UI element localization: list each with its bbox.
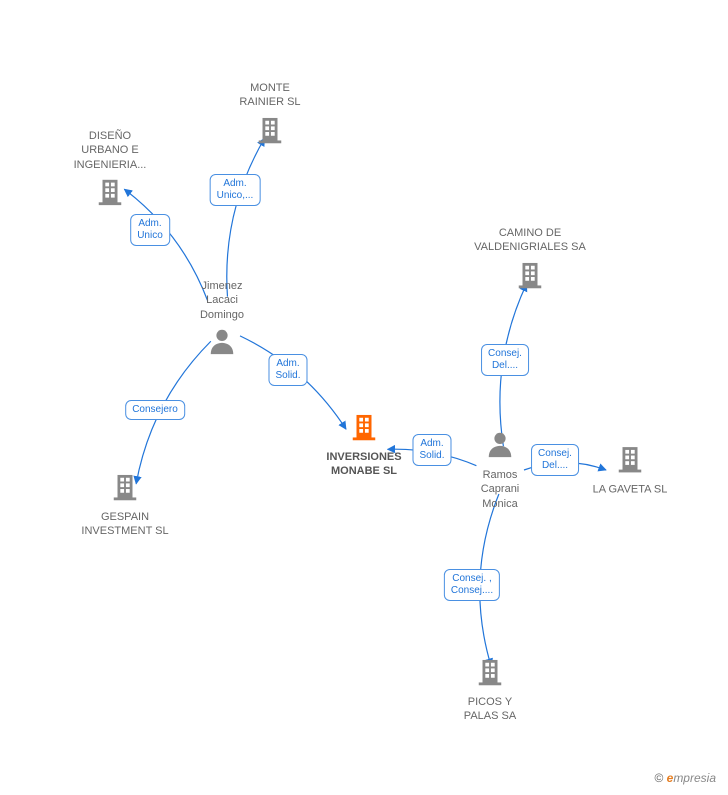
node-lagaveta: LA GAVETA SL <box>570 443 690 496</box>
edge-label-ramos-inversiones: Adm. Solid. <box>412 434 451 466</box>
building-icon <box>349 411 379 441</box>
edge-label-jimenez-monte: Adm. Unico,... <box>210 174 261 206</box>
node-label-picos: PICOS Y PALAS SA <box>430 695 550 724</box>
edge-label-ramos-picos: Consej. , Consej.... <box>444 569 500 601</box>
brand-logo-rest: mpresia <box>673 771 716 785</box>
copyright-symbol: © <box>654 771 663 785</box>
node-label-camino: CAMINO DE VALDENIGRIALES SA <box>470 226 590 255</box>
footer-credit: © empresia <box>654 771 716 785</box>
node-label-inversiones: INVERSIONES MONABE SL <box>304 450 424 479</box>
node-diseno: DISEÑO URBANO E INGENIERIA... <box>50 129 170 211</box>
edge-label-jimenez-gespain: Consejero <box>125 400 185 420</box>
node-picos: PICOS Y PALAS SA <box>430 656 550 724</box>
building-icon <box>475 656 505 686</box>
node-label-gespain: GESPAIN INVESTMENT SL <box>65 510 185 539</box>
edge-jimenez-monte <box>227 138 265 296</box>
building-icon <box>110 471 140 501</box>
edge-label-ramos-lagaveta: Consej. Del.... <box>531 444 579 476</box>
node-label-diseno: DISEÑO URBANO E INGENIERIA... <box>50 129 170 172</box>
node-label-lagaveta: LA GAVETA SL <box>570 482 690 496</box>
node-label-jimenez: Jimenez Lacaci Domingo <box>162 279 282 322</box>
building-icon <box>615 443 645 473</box>
building-icon <box>95 176 125 206</box>
edge-label-jimenez-inversiones: Adm. Solid. <box>268 354 307 386</box>
building-icon <box>255 114 285 144</box>
person-icon <box>207 326 237 356</box>
node-monte: MONTE RAINIER SL <box>210 81 330 149</box>
edge-label-jimenez-diseno: Adm. Unico <box>130 214 170 246</box>
node-inversiones: INVERSIONES MONABE SL <box>304 411 424 479</box>
node-jimenez: Jimenez Lacaci Domingo <box>162 279 282 361</box>
node-gespain: GESPAIN INVESTMENT SL <box>65 471 185 539</box>
building-icon <box>515 259 545 289</box>
edge-label-ramos-camino: Consej. Del.... <box>481 344 529 376</box>
node-camino: CAMINO DE VALDENIGRIALES SA <box>470 226 590 294</box>
person-icon <box>485 429 515 459</box>
node-label-monte: MONTE RAINIER SL <box>210 81 330 110</box>
